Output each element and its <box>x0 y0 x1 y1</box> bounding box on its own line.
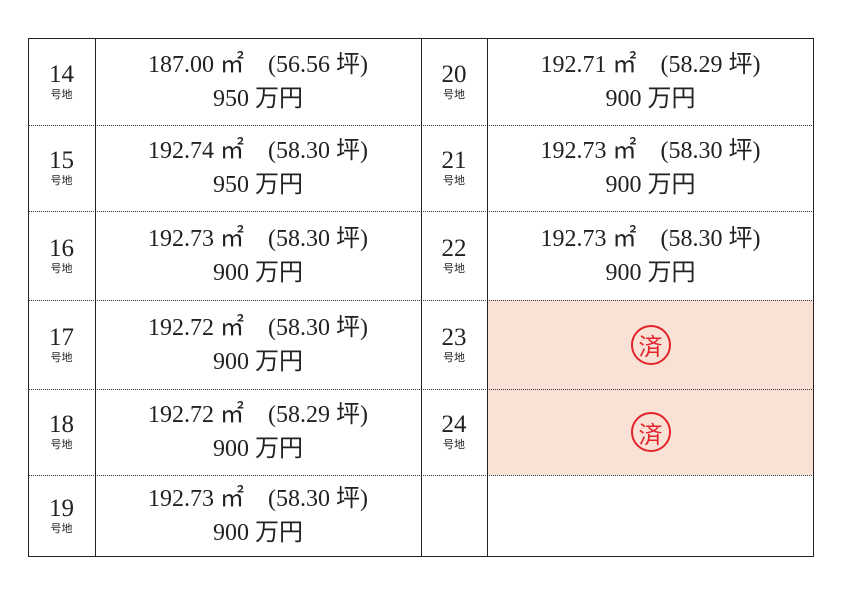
sold-stamp: 済 <box>630 412 671 452</box>
price: 900 万円 <box>213 259 303 286</box>
column-divider <box>421 38 422 557</box>
lot-number: 22 <box>441 234 467 262</box>
lot-number: 19 <box>49 495 74 522</box>
column-divider <box>95 38 96 557</box>
lot-unit: 号地 <box>50 351 73 364</box>
area: 192.72 ㎡ (58.29 坪) <box>148 402 368 428</box>
info-cell: 192.74 ㎡ (58.30 坪) 950 万円 <box>95 125 421 211</box>
info-cell: 187.00 ㎡ (56.56 坪) 950 万円 <box>95 38 421 125</box>
lot-number: 24 <box>441 411 467 438</box>
lot-unit: 号地 <box>50 439 73 451</box>
lot-number: 21 <box>441 147 467 174</box>
info-cell: 192.72 ㎡ (58.29 坪) 900 万円 <box>95 389 421 475</box>
lot-unit: 号地 <box>443 262 465 275</box>
sold-stamp: 済 <box>630 324 671 365</box>
area: 192.72 ㎡ (58.30 坪) <box>148 314 368 341</box>
area: 192.74 ㎡ (58.30 坪) <box>148 138 368 164</box>
info-cell: 192.73 ㎡ (58.30 坪) 900 万円 <box>487 125 814 211</box>
price: 900 万円 <box>605 259 696 286</box>
column-divider <box>487 38 488 557</box>
info-cell: 192.72 ㎡ (58.30 坪) 900 万円 <box>95 300 421 389</box>
lot-unit: 号地 <box>50 88 73 101</box>
lot-number: 18 <box>49 411 74 438</box>
area: 192.73 ㎡ (58.30 坪) <box>540 225 761 252</box>
price: 900 万円 <box>213 436 303 462</box>
price: 950 万円 <box>213 85 303 112</box>
lot-unit: 号地 <box>50 523 73 535</box>
lot-number: 23 <box>441 323 467 351</box>
area: 192.73 ㎡ (58.30 坪) <box>540 138 761 164</box>
lot-unit: 号地 <box>50 175 73 187</box>
lot-number: 17 <box>49 323 74 351</box>
lot-number: 14 <box>49 60 74 88</box>
lot-unit: 号地 <box>443 88 465 101</box>
price: 950 万円 <box>213 172 303 198</box>
price: 900 万円 <box>605 85 696 112</box>
table-border <box>28 38 814 557</box>
lot-cell: 16 号地 <box>28 211 95 300</box>
lot-cell: 24 号地 <box>421 389 487 475</box>
info-cell: 192.73 ㎡ (58.30 坪) 900 万円 <box>95 211 421 300</box>
info-cell: 192.71 ㎡ (58.29 坪) 900 万円 <box>487 38 814 125</box>
price: 900 万円 <box>605 172 696 198</box>
info-cell: 192.73 ㎡ (58.30 坪) 900 万円 <box>95 475 421 557</box>
lot-cell: 14 号地 <box>28 38 95 125</box>
lot-cell: 17 号地 <box>28 300 95 389</box>
lot-unit: 号地 <box>443 175 465 187</box>
lot-unit: 号地 <box>443 439 465 451</box>
info-cell: 192.73 ㎡ (58.30 坪) 900 万円 <box>487 211 814 300</box>
lot-number: 16 <box>49 234 74 262</box>
lot-cell: 22 号地 <box>421 211 487 300</box>
sold-cell: 済 <box>487 389 814 475</box>
lot-cell: 23 号地 <box>421 300 487 389</box>
lot-unit: 号地 <box>443 351 465 364</box>
area: 192.71 ㎡ (58.29 坪) <box>540 51 761 78</box>
lot-cell: 20 号地 <box>421 38 487 125</box>
lot-number: 15 <box>49 147 74 174</box>
area: 192.73 ㎡ (58.30 坪) <box>148 225 368 252</box>
lot-cell: 15 号地 <box>28 125 95 211</box>
price: 900 万円 <box>213 520 303 546</box>
lot-number: 20 <box>441 60 467 88</box>
area: 187.00 ㎡ (56.56 坪) <box>148 51 368 78</box>
lot-cell: 21 号地 <box>421 125 487 211</box>
area: 192.73 ㎡ (58.30 坪) <box>148 486 368 512</box>
lot-unit: 号地 <box>50 262 73 275</box>
lot-cell: 18 号地 <box>28 389 95 475</box>
price: 900 万円 <box>213 348 303 375</box>
lot-cell: 19 号地 <box>28 475 95 557</box>
sold-cell: 済 <box>487 300 814 389</box>
